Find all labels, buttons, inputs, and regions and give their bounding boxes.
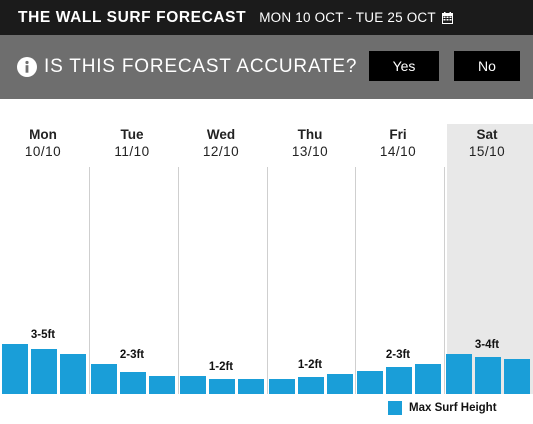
surf-bar-wed-3[interactable] (238, 379, 264, 394)
surf-height-label-sat: 3-4ft (474, 339, 500, 351)
surf-bar-thu-2[interactable] (298, 377, 324, 394)
forecast-header: THE WALL SURF FORECAST MON 10 OCT - TUE … (0, 0, 533, 35)
day-date: 10/10 (24, 144, 62, 159)
day-header-mon[interactable]: Mon 10/10 (0, 127, 86, 161)
day-header-thu[interactable]: Thu 13/10 (267, 127, 353, 161)
forecast-title: THE WALL SURF FORECAST (18, 8, 247, 26)
surf-bar-wed-2[interactable] (209, 379, 235, 394)
surf-bar-sat-2[interactable] (475, 357, 501, 394)
day-name: Fri (389, 127, 407, 142)
yes-button[interactable]: Yes (369, 51, 439, 81)
surf-bar-mon-2[interactable] (31, 349, 57, 394)
day-header-wed[interactable]: Wed 12/10 (178, 127, 264, 161)
surf-height-label-thu: 1-2ft (297, 359, 323, 371)
legend-swatch (388, 401, 402, 415)
day-header-fri[interactable]: Fri 14/10 (355, 127, 441, 161)
surf-height-label-tue: 2-3ft (119, 349, 145, 361)
surf-height-label-mon: 3-5ft (30, 329, 56, 341)
surf-bar-sat-3[interactable] (504, 359, 530, 394)
surf-bar-tue-3[interactable] (149, 376, 175, 394)
day-date: 12/10 (202, 144, 240, 159)
day-name: Sat (476, 127, 498, 142)
date-range[interactable]: MON 10 OCT - TUE 25 OCT (259, 10, 436, 25)
surf-height-label-fri: 2-3ft (385, 349, 411, 361)
highlighted-day-background (447, 124, 533, 394)
day-divider (178, 167, 179, 394)
surf-bar-fri-1[interactable] (357, 371, 383, 394)
surf-height-chart: Max Surf Height Mon 10/10 3-5ft Tue 11/10 2-3… (0, 99, 533, 424)
surf-bar-tue-2[interactable] (120, 372, 146, 394)
day-name: Wed (206, 127, 236, 142)
day-name: Tue (120, 127, 144, 142)
legend-label: Max Surf Height (409, 402, 497, 414)
day-divider (355, 167, 356, 394)
surf-height-label-wed: 1-2ft (208, 361, 234, 373)
day-date: 13/10 (291, 144, 329, 159)
day-divider (89, 167, 90, 394)
surf-bar-tue-1[interactable] (91, 364, 117, 394)
surf-bar-fri-3[interactable] (415, 364, 441, 394)
day-date: 15/10 (468, 144, 506, 159)
accuracy-banner: IS THIS FORECAST ACCURATE? Yes No (0, 35, 533, 99)
day-date: 11/10 (114, 144, 150, 159)
chart-legend: Max Surf Height (388, 401, 497, 415)
surf-bar-mon-3[interactable] (60, 354, 86, 394)
surf-bar-wed-1[interactable] (180, 376, 206, 394)
day-date: 14/10 (379, 144, 417, 159)
surf-bar-thu-3[interactable] (327, 374, 353, 394)
day-name: Thu (297, 127, 323, 142)
surf-bar-fri-2[interactable] (386, 367, 412, 394)
calendar-icon[interactable] (441, 12, 453, 24)
accuracy-question: IS THIS FORECAST ACCURATE? (44, 56, 358, 77)
no-button[interactable]: No (454, 51, 520, 81)
day-name: Mon (29, 127, 57, 142)
surf-bar-thu-1[interactable] (269, 379, 295, 394)
info-icon (17, 57, 37, 77)
day-divider (267, 167, 268, 394)
surf-bar-sat-1[interactable] (446, 354, 472, 394)
day-divider (444, 167, 445, 394)
surf-bar-mon-1[interactable] (2, 344, 28, 394)
day-header-tue[interactable]: Tue 11/10 (89, 127, 175, 161)
day-header-sat[interactable]: Sat 15/10 (444, 127, 530, 161)
